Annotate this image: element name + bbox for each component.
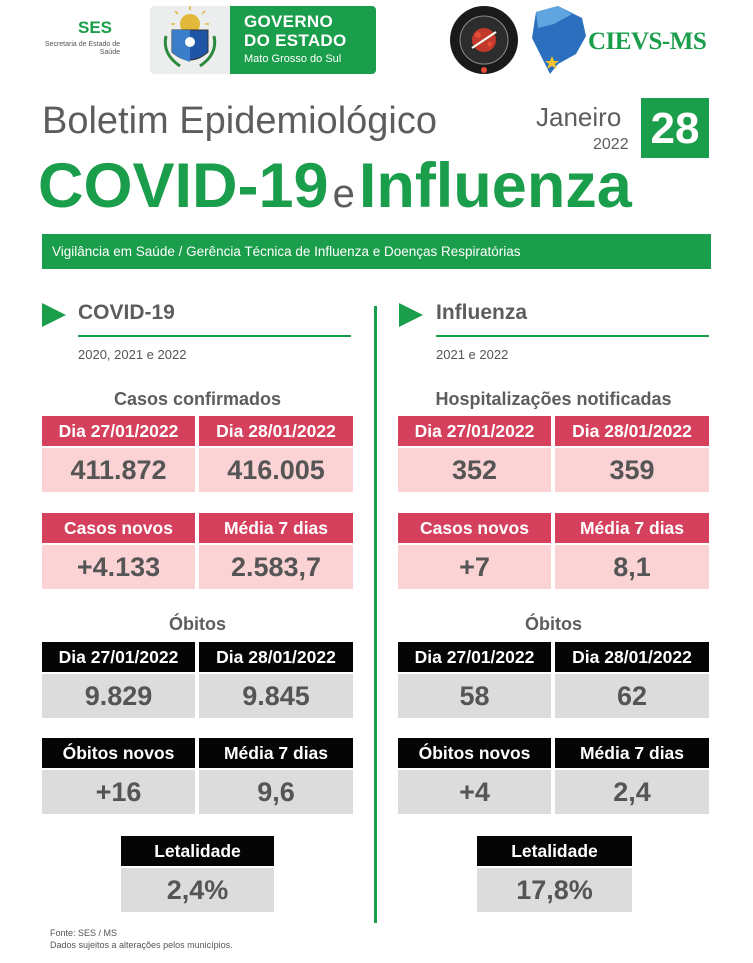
influenza-lethality-value: 17,8%	[477, 868, 632, 912]
covid-avg-deaths-value: 9,6	[199, 770, 353, 814]
covid-years: 2020, 2021 e 2022	[78, 347, 187, 362]
covid-avg-cases-value: 2.583,7	[199, 545, 353, 589]
covid-cases-header-prev: Dia 27/01/2022	[42, 416, 195, 446]
covid-cases-header-curr: Dia 28/01/2022	[199, 416, 353, 446]
influenza-cases-header-prev: Dia 27/01/2022	[398, 416, 551, 446]
state-crest-icon	[150, 6, 230, 74]
influenza-lethality-header: Letalidade	[477, 836, 632, 866]
covid-avg-deaths-header: Média 7 dias	[199, 738, 353, 768]
footer-source: Fonte: SES / MS	[50, 928, 118, 938]
influenza-avg-deaths-value: 2,4	[555, 770, 709, 814]
covid-lethality-header: Letalidade	[121, 836, 274, 866]
covid-cases-value-prev: 411.872	[42, 448, 195, 492]
influenza-cases-value-curr: 359	[555, 448, 709, 492]
influenza-deaths-header-prev: Dia 27/01/2022	[398, 642, 551, 672]
covid-section-underline	[78, 335, 351, 337]
covid-new-deaths-header: Óbitos novos	[42, 738, 195, 768]
covid-deaths-value-curr: 9.845	[199, 674, 353, 718]
bulletin-year: 2022	[593, 136, 629, 153]
play-triangle-icon	[42, 303, 66, 327]
influenza-cases-header-curr: Dia 28/01/2022	[555, 416, 709, 446]
main-title: COVID-19 eInfluenza	[38, 150, 632, 222]
covid-new-deaths-value: +16	[42, 770, 195, 814]
influenza-deaths-value-curr: 62	[555, 674, 709, 718]
column-divider	[374, 306, 377, 923]
covid-cases-title: Casos confirmados	[113, 389, 282, 409]
influenza-years: 2021 e 2022	[436, 347, 509, 362]
footer-note: Dados sujeitos a alterações pelos municí…	[50, 940, 233, 950]
subtitle-text: Vigilância em Saúde / Gerência Técnica d…	[52, 244, 521, 259]
covid-avg-cases-header: Média 7 dias	[199, 513, 353, 543]
covid-deaths-title: Óbitos	[169, 614, 226, 634]
government-logo-line2: DO ESTADO	[244, 31, 347, 50]
subtitle-bar	[42, 234, 711, 269]
influenza-deaths-value-prev: 58	[398, 674, 551, 718]
covid-deaths-header-curr: Dia 28/01/2022	[199, 642, 353, 672]
bulletin-day: 28	[641, 98, 709, 158]
government-logo	[230, 6, 376, 74]
government-logo-line1: GOVERNO	[244, 12, 334, 31]
covid-deaths-header-prev: Dia 27/01/2022	[42, 642, 195, 672]
bulletin-title: Boletim Epidemiológico	[42, 100, 437, 142]
influenza-new-cases-header: Casos novos	[398, 513, 551, 543]
covid-new-cases-value: +4.133	[42, 545, 195, 589]
influenza-avg-deaths-header: Média 7 dias	[555, 738, 709, 768]
main-title-covid: COVID-19	[38, 151, 329, 221]
influenza-new-deaths-header: Óbitos novos	[398, 738, 551, 768]
influenza-cases-value-prev: 352	[398, 448, 551, 492]
covid-cases-value-curr: 416.005	[199, 448, 353, 492]
covid-lethality-value: 2,4%	[121, 868, 274, 912]
influenza-section-title: Influenza	[436, 301, 528, 324]
covid-new-cases-header: Casos novos	[42, 513, 195, 543]
influenza-section-underline	[436, 335, 709, 337]
influenza-new-cases-value: +7	[398, 545, 551, 589]
influenza-new-deaths-value: +4	[398, 770, 551, 814]
ses-logo-title: SES	[78, 18, 113, 37]
ses-logo-subtitle: Secretaria de Estado de Saúde	[44, 41, 120, 56]
influenza-avg-cases-header: Média 7 dias	[555, 513, 709, 543]
influenza-avg-cases-value: 8,1	[555, 545, 709, 589]
ms-map-icon	[528, 4, 588, 76]
play-triangle-icon	[399, 303, 423, 327]
government-logo-line3: Mato Grosso do Sul	[244, 53, 342, 65]
influenza-deaths-title: Óbitos	[525, 614, 582, 634]
influenza-cases-title: Hospitalizações notificadas	[435, 389, 672, 409]
cievs-logo-text: CIEVS-MS	[588, 28, 707, 55]
bulletin-month: Janeiro	[536, 102, 622, 132]
influenza-deaths-header-curr: Dia 28/01/2022	[555, 642, 709, 672]
main-title-influenza: Influenza	[358, 151, 632, 221]
main-title-connector: e	[332, 172, 355, 216]
seal-icon	[448, 4, 520, 76]
covid-section-title: COVID-19	[78, 301, 175, 324]
covid-deaths-value-prev: 9.829	[42, 674, 195, 718]
